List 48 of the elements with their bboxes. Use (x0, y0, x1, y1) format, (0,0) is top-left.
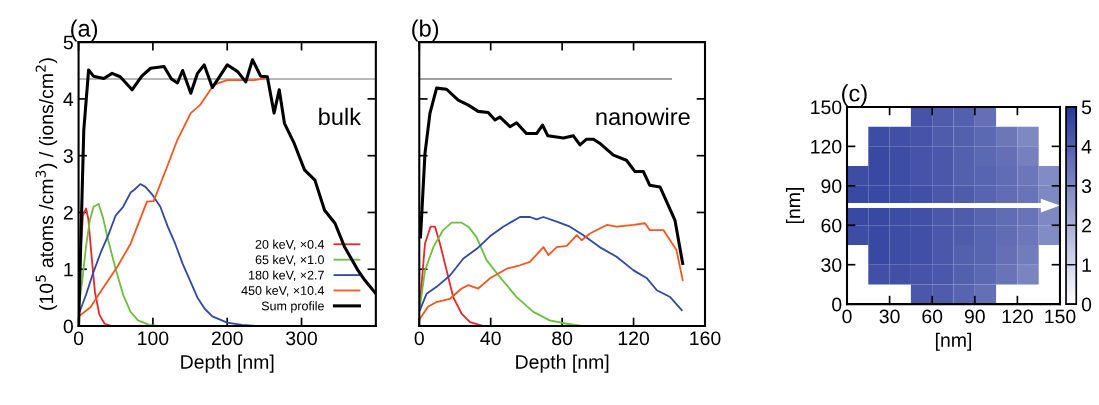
color-bar-label: 0 (1081, 297, 1092, 312)
chart-title: (a) (71, 19, 98, 42)
y-tick-label: 0 (63, 319, 73, 334)
x-tick-label: 0 (842, 309, 852, 324)
x-tick-label: 120 (618, 331, 650, 346)
y-tick-label: 0 (832, 297, 842, 312)
x-axis-title: Depth [nm] (181, 354, 274, 373)
color-bar-label: 2 (1082, 218, 1091, 233)
x-tick-label: 80 (552, 331, 573, 346)
color-bar-label: 3 (1081, 179, 1092, 194)
y-tick-label: 30 (821, 258, 842, 272)
x-axis-title: Depth [nm] (516, 354, 609, 373)
y-tick-label: 3 (63, 149, 73, 163)
x-tick-label: 160 (690, 331, 721, 346)
legend-label: 180 keV, ×2.7 (249, 270, 324, 282)
chart-title: (b) (412, 19, 439, 42)
legend-label: Sum profile (261, 301, 324, 313)
x-tick-label: 300 (286, 331, 317, 346)
x-tick-label: 100 (138, 331, 169, 346)
x-tick-label: 60 (922, 309, 943, 324)
y-tick-label: 150 (811, 100, 842, 115)
y-axis-title: (10$^{5}$ atoms /cm$^{3}$) / (ions/cm$^{2}$) (35, 58, 58, 310)
y-tick-label: 2 (63, 205, 73, 220)
color-bar-label: 1 (1082, 258, 1091, 272)
y-tick-label: 60 (821, 218, 842, 233)
y-tick-label: 90 (821, 179, 842, 194)
x-tick-label: 120 (1002, 309, 1033, 324)
y-tick-label: 1 (64, 262, 73, 277)
x-tick-label: 200 (211, 331, 243, 346)
legend-label: 20 keV, ×0.4 (255, 239, 325, 251)
y-axis-title: [nm] (786, 188, 805, 224)
color-bar-label: 4 (1081, 140, 1092, 154)
x-tick-label: 0 (414, 331, 424, 346)
y-tick-label: 120 (811, 139, 842, 154)
annotation: nanowire (596, 107, 690, 126)
x-tick-label: 150 (1045, 309, 1076, 324)
legend-label: 450 keV, ×10.4 (241, 285, 325, 297)
x-tick-label: 0 (73, 331, 84, 346)
annotation: bulk (319, 107, 362, 126)
y-tick-label: 4 (63, 92, 74, 106)
y-tick-label: 5 (63, 35, 73, 50)
legend-label: 65 keV, ×1.0 (255, 254, 324, 266)
x-tick-label: 90 (964, 309, 985, 324)
color-bar-label: 5 (1081, 100, 1092, 115)
x-tick-label: 40 (480, 331, 501, 346)
x-axis-title: [nm] (935, 332, 972, 351)
x-tick-label: 30 (879, 309, 900, 324)
chart-title: (c) (842, 84, 867, 107)
